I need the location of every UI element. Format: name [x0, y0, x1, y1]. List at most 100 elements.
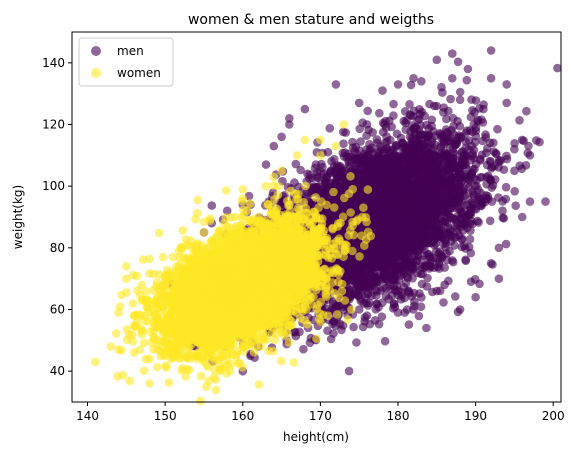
data-point-men	[383, 227, 392, 236]
data-point-men	[383, 143, 392, 153]
data-point-men	[535, 137, 544, 147]
data-point-men	[442, 114, 451, 124]
data-point-men	[344, 366, 354, 376]
data-point-men	[465, 234, 475, 244]
data-point-men	[372, 223, 382, 233]
data-point-men	[493, 124, 502, 134]
data-point-men	[406, 179, 416, 188]
data-point-men	[408, 111, 418, 121]
data-point-men	[448, 257, 458, 267]
data-point-men	[338, 182, 347, 192]
data-point-men	[398, 138, 408, 148]
data-point-men	[381, 283, 391, 293]
data-point-men	[362, 120, 372, 129]
data-point-men	[295, 327, 304, 337]
data-point-men	[377, 312, 387, 322]
data-point-men	[393, 152, 403, 161]
data-point-men	[427, 138, 436, 147]
data-point-men	[407, 260, 417, 270]
data-point-men	[362, 298, 371, 308]
data-point-men	[485, 216, 495, 226]
data-point-men	[501, 182, 511, 192]
data-point-men	[438, 132, 448, 142]
data-point-men	[483, 191, 493, 201]
data-point-men	[416, 144, 425, 153]
data-point-men	[458, 154, 467, 163]
data-point-men	[432, 210, 441, 219]
data-point-men	[414, 174, 424, 183]
data-point-men	[363, 289, 373, 298]
data-point-men	[296, 165, 305, 175]
data-point-men	[427, 233, 436, 242]
data-point-men	[207, 201, 217, 210]
chart-title: women & men stature and weigths	[188, 12, 434, 28]
data-point-men	[389, 99, 398, 109]
data-point-men	[464, 242, 474, 252]
data-point-men	[389, 299, 399, 309]
data-point-men	[478, 118, 488, 127]
data-point-men	[381, 116, 390, 126]
data-point-men	[494, 157, 504, 167]
data-point-men	[457, 242, 467, 252]
data-point-men	[424, 249, 434, 259]
data-point-men	[365, 319, 375, 329]
data-point-men	[433, 226, 443, 236]
data-point-men	[486, 175, 495, 185]
data-point-men	[423, 166, 432, 176]
data-point-men	[316, 167, 325, 176]
data-point-men	[461, 163, 471, 173]
data-point-men	[441, 125, 451, 134]
data-point-men	[515, 116, 524, 125]
data-point-men	[494, 193, 503, 202]
data-point-men	[475, 196, 485, 205]
data-point-men	[422, 323, 431, 333]
data-point-men	[339, 139, 348, 148]
data-point-men	[328, 319, 337, 329]
data-point-men	[522, 106, 531, 116]
data-point-men	[471, 159, 481, 169]
points-layer	[91, 46, 562, 406]
data-point-men	[394, 171, 404, 180]
data-point-men	[365, 267, 375, 277]
data-point-men	[501, 194, 511, 204]
data-point-men	[376, 255, 386, 264]
data-point-men	[454, 196, 463, 206]
data-point-men	[393, 223, 403, 233]
data-point-men	[461, 143, 471, 153]
data-point-men	[399, 237, 409, 246]
data-point-men	[305, 170, 315, 179]
data-point-men	[451, 292, 460, 301]
data-point-men	[321, 180, 331, 189]
data-point-men	[511, 201, 520, 210]
data-point-men	[426, 191, 435, 201]
data-point-men	[466, 112, 476, 122]
data-point-men	[397, 291, 406, 300]
data-point-men	[413, 241, 423, 250]
data-point-men	[423, 147, 433, 157]
data-point-men	[420, 205, 429, 214]
data-point-men	[325, 124, 335, 133]
data-point-men	[416, 269, 426, 279]
data-point-men	[464, 183, 473, 192]
data-point-men	[502, 154, 512, 164]
data-point-men	[323, 147, 333, 157]
data-point-men	[374, 319, 384, 329]
data-point-men	[386, 236, 395, 245]
data-point-men	[352, 338, 361, 347]
data-point-men	[454, 173, 463, 182]
data-point-men	[439, 298, 448, 307]
data-point-men	[422, 282, 432, 291]
data-point-men	[363, 106, 373, 116]
data-point-men	[443, 153, 453, 162]
data-point-men	[426, 262, 436, 272]
data-point-men	[364, 279, 374, 288]
data-point-men	[408, 229, 418, 239]
data-point-men	[448, 113, 458, 123]
data-point-men	[439, 202, 448, 212]
data-point-men	[355, 124, 365, 134]
data-point-men	[416, 190, 426, 199]
data-point-men	[389, 111, 398, 120]
data-point-men	[375, 108, 384, 118]
data-point-men	[440, 176, 450, 186]
